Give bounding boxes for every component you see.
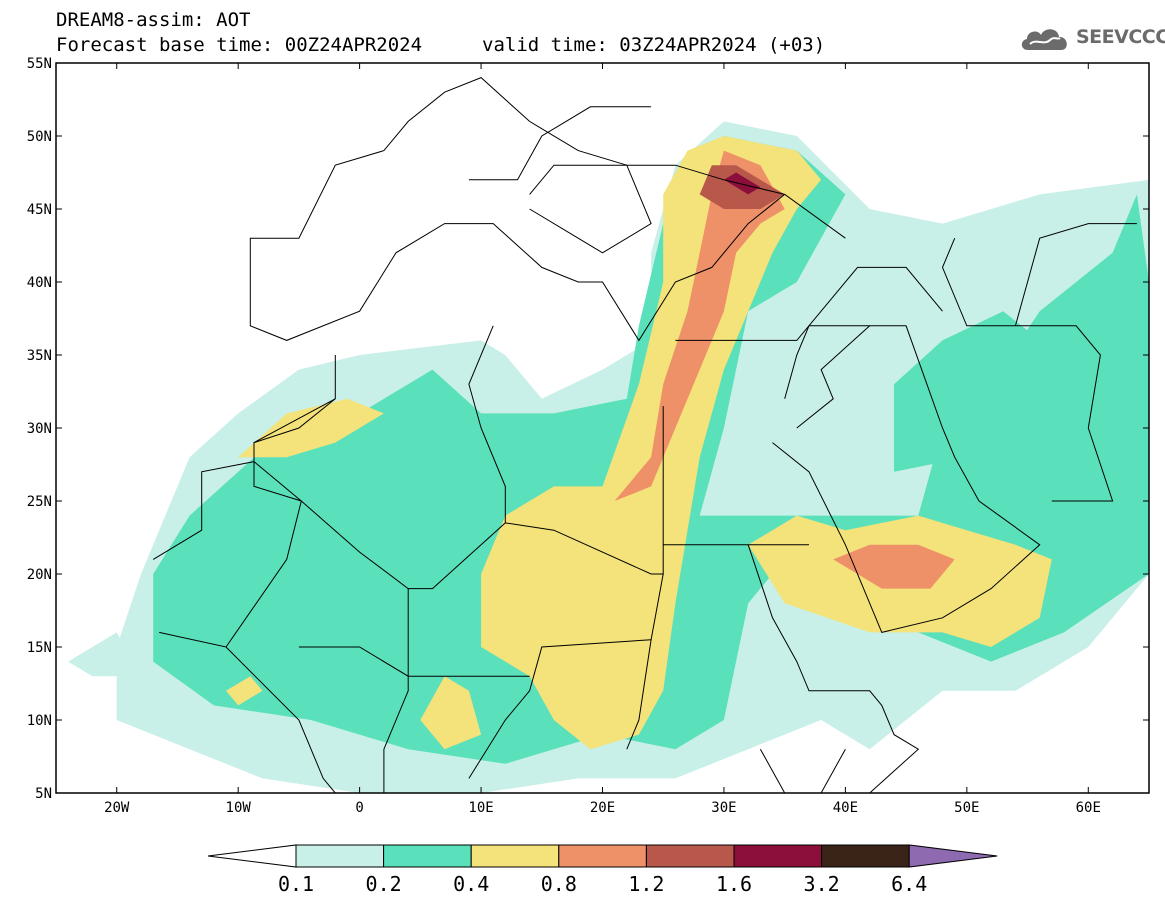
boundary-line-15 — [529, 164, 652, 254]
boundary-line-13 — [626, 164, 846, 239]
aot-region-1p6-0 — [723, 172, 761, 195]
aot-region-0p1-1 — [68, 632, 141, 677]
boundary-line-20 — [759, 748, 846, 793]
aot-region-0p8-1 — [833, 544, 955, 589]
boundary-line-12 — [675, 266, 943, 341]
aot-contour-layer — [68, 121, 1149, 793]
colorbar-label-6p4: 6.4 — [891, 872, 927, 896]
axis-ticks: 55N 50N 45N 40N 35N 30N 25N 20N 15N 10N 5N 20W 10W 0 1… — [27, 56, 1149, 816]
lon-label-20W: 20W — [104, 800, 130, 816]
lat-label-20N: 20N — [27, 567, 52, 583]
boundary-line-18 — [1014, 223, 1137, 326]
colorbar-swatch-1 — [383, 844, 472, 868]
lat-label-35N: 35N — [27, 348, 52, 364]
aot-region-0p2-1 — [894, 311, 1040, 472]
colorbar-swatch-0 — [295, 844, 385, 868]
logo-text: SEEVCCC — [1076, 26, 1165, 48]
boundary-line-6 — [468, 639, 652, 779]
boundary-line-8 — [225, 646, 336, 793]
colorbar-label-0p1: 0.1 — [278, 872, 314, 896]
lat-label-55N: 55N — [27, 56, 52, 72]
colorbar-label-1p2: 1.2 — [628, 872, 664, 896]
lon-label-40E: 40E — [833, 800, 858, 816]
lon-label-50E: 50E — [954, 800, 979, 816]
aot-region-0p4-2 — [238, 398, 384, 458]
boundary-line-7 — [383, 588, 409, 793]
lat-label-30N: 30N — [27, 421, 52, 437]
lat-label-25N: 25N — [27, 494, 52, 510]
forecast-base-time: Forecast base time: 00Z24APR2024 — [56, 34, 423, 56]
lat-label-45N: 45N — [27, 202, 52, 218]
boundary-line-10 — [772, 325, 1041, 633]
lat-label-5N: 5N — [35, 786, 52, 802]
lon-label-30E: 30E — [711, 800, 736, 816]
boundary-line-14 — [249, 77, 786, 342]
boundary-line-17 — [941, 238, 1114, 502]
colorbar-swatch-6 — [821, 844, 910, 868]
aot-region-0p4-0 — [481, 136, 822, 750]
boundary-line-9 — [298, 646, 530, 677]
lat-label-50N: 50N — [27, 129, 52, 145]
colorbar-swatch-5 — [733, 844, 823, 868]
country-borders — [152, 77, 1137, 793]
aot-region-0p8-0 — [614, 150, 785, 501]
valid-time: valid time: 03Z24APR2024 (+03) — [482, 34, 826, 56]
colorbar-label-3p2: 3.2 — [804, 872, 840, 896]
colorbar-under-arrow — [207, 844, 297, 868]
map-title: DREAM8-assim: AOT — [56, 9, 251, 31]
seevccc-logo: SEEVCCC — [1018, 22, 1165, 58]
boundary-line-16 — [468, 106, 652, 181]
boundary-line-2 — [253, 325, 506, 590]
lon-label-0: 0 — [355, 800, 363, 816]
colorbar-swatch-4 — [645, 844, 735, 868]
boundary-line-0 — [152, 460, 302, 648]
colorbar-over-arrow — [908, 844, 998, 868]
boundary-line-3 — [505, 406, 664, 575]
boundary-line-11 — [796, 325, 871, 429]
lon-label-60E: 60E — [1076, 800, 1101, 816]
colorbar-swatch-3 — [558, 844, 647, 868]
lon-label-10W: 10W — [226, 800, 252, 816]
colorbar-label-0p8: 0.8 — [541, 872, 577, 896]
lon-label-10E: 10E — [468, 800, 493, 816]
colorbar: 0.1 0.2 0.4 0.8 1.2 1.6 3.2 6.4 — [207, 844, 998, 896]
colorbar-label-0p2: 0.2 — [366, 872, 402, 896]
cloud-icon — [1021, 29, 1067, 50]
colorbar-swatch-2 — [470, 844, 560, 868]
colorbar-label-1p6: 1.6 — [716, 872, 752, 896]
lon-label-20E: 20E — [590, 800, 615, 816]
colorbar-label-0p4: 0.4 — [453, 872, 489, 896]
boundary-line-19 — [747, 544, 920, 793]
lat-label-40N: 40N — [27, 275, 52, 291]
aot-region-0p4-3 — [420, 676, 482, 750]
aot-region-0p4-4 — [226, 676, 263, 706]
lat-label-10N: 10N — [27, 713, 52, 729]
boundary-line-5 — [626, 573, 664, 750]
lat-label-15N: 15N — [27, 640, 52, 656]
